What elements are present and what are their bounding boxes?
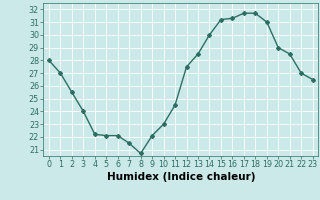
X-axis label: Humidex (Indice chaleur): Humidex (Indice chaleur) [107, 172, 255, 182]
